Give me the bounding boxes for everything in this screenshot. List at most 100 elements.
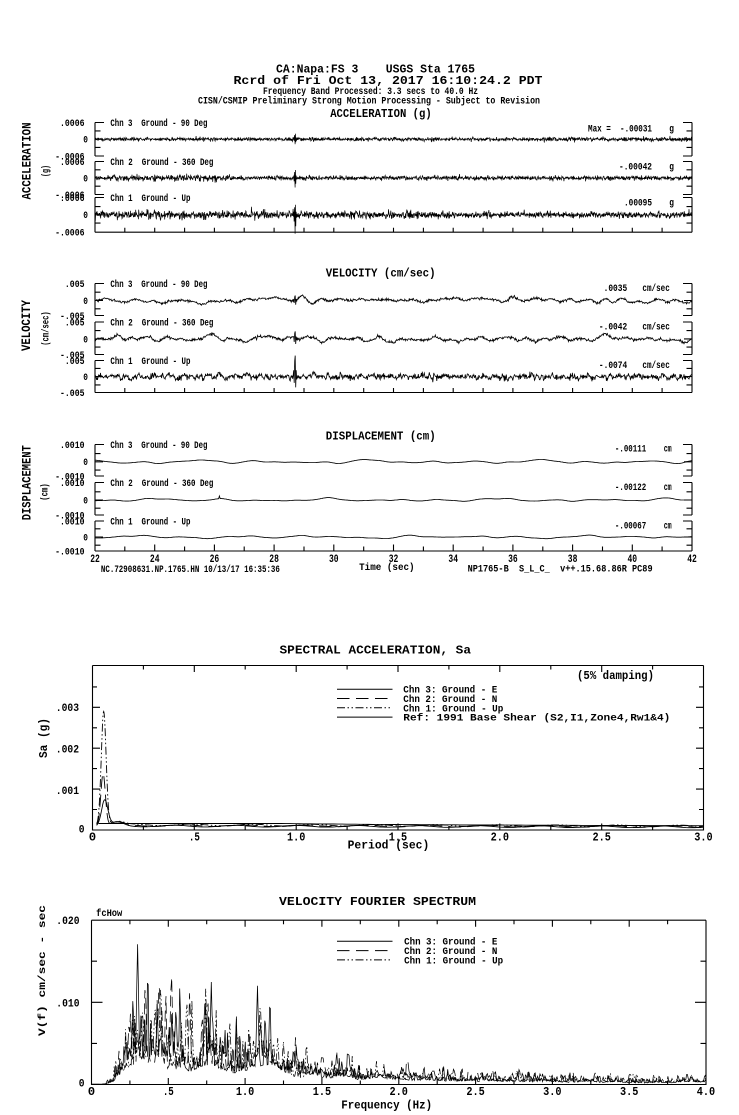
svg-text:.003: .003 [56, 703, 80, 715]
svg-text:Chn 2 Ground - 360 Deg: Chn 2 Ground - 360 Deg [110, 478, 213, 490]
svg-text:NC.72908631.NP.1765.HN 10/13/1: NC.72908631.NP.1765.HN 10/13/17 16:35:36 [101, 564, 280, 576]
svg-text:42: 42 [687, 554, 697, 566]
svg-text:-.0074: -.0074 [599, 361, 627, 372]
svg-text:-.00067: -.00067 [615, 521, 646, 532]
svg-text:Chn 2: Ground - N: Chn 2: Ground - N [404, 946, 497, 958]
svg-text:30: 30 [329, 554, 339, 566]
svg-text:NP1765-B S_L_C_ v++.15.68.86: NP1765-B S_L_C_ v++.15.68.86R PC89 [468, 565, 653, 576]
svg-text:Chn 1 Ground - Up: Chn 1 Ground - Up [110, 517, 190, 529]
svg-text:1.5: 1.5 [389, 830, 407, 844]
svg-text:.010: .010 [56, 999, 79, 1011]
svg-text:34: 34 [448, 554, 458, 566]
svg-text:Chn 2: Ground - N: Chn 2: Ground - N [403, 694, 497, 706]
svg-text:36: 36 [508, 554, 518, 566]
svg-text:VELOCITY: VELOCITY [19, 300, 34, 351]
svg-text:2.0: 2.0 [390, 1085, 408, 1099]
svg-text:0: 0 [83, 496, 88, 507]
svg-text:Chn 3: Ground - E: Chn 3: Ground - E [403, 685, 497, 697]
svg-text:.0010: .0010 [60, 517, 85, 528]
svg-text:24: 24 [150, 554, 160, 566]
svg-text:.00095: .00095 [624, 198, 652, 209]
svg-text:.002: .002 [56, 745, 79, 757]
svg-text:40: 40 [628, 554, 638, 566]
svg-text:ACCELERATION: ACCELERATION [20, 123, 35, 200]
svg-text:0: 0 [83, 533, 88, 544]
svg-text:(cm/sec): (cm/sec) [40, 311, 52, 346]
svg-text:1.0: 1.0 [236, 1085, 254, 1099]
svg-text:-.0010: -.0010 [55, 547, 84, 558]
svg-text:-.005: -.005 [60, 312, 85, 323]
svg-text:DISPLACEMENT (cm): DISPLACEMENT (cm) [326, 429, 436, 443]
svg-text:-.005: -.005 [60, 389, 85, 400]
svg-text:0: 0 [83, 136, 88, 147]
svg-text:V(f) cm/sec - sec: V(f) cm/sec - sec [37, 905, 49, 1036]
svg-text:.0006: .0006 [60, 194, 85, 205]
svg-text:0: 0 [83, 174, 88, 185]
svg-text:28: 28 [269, 554, 279, 566]
svg-text:Chn 3 Ground - 90 Deg: Chn 3 Ground - 90 Deg [110, 118, 207, 130]
svg-text:0: 0 [83, 373, 88, 384]
svg-text:2.5: 2.5 [592, 830, 610, 844]
svg-text:Chn 1: Ground - Up: Chn 1: Ground - Up [404, 955, 503, 967]
svg-text:-.0042: -.0042 [599, 322, 627, 333]
svg-text:3.0: 3.0 [543, 1085, 561, 1099]
svg-text:.005: .005 [65, 357, 85, 368]
svg-text:.0010: .0010 [60, 441, 85, 452]
svg-text:2.0: 2.0 [491, 830, 509, 844]
svg-text:Time (sec): Time (sec) [359, 562, 415, 574]
svg-text:0: 0 [89, 830, 96, 844]
svg-text:0: 0 [83, 297, 88, 308]
svg-text:38: 38 [568, 554, 578, 566]
svg-text:3.5: 3.5 [620, 1085, 638, 1099]
svg-text:.0035: .0035 [604, 284, 628, 295]
svg-text:(5% damping): (5% damping) [577, 669, 654, 683]
svg-text:Chn 3 Ground - 90 Deg: Chn 3 Ground - 90 Deg [110, 279, 207, 291]
svg-text:-.0006: -.0006 [55, 191, 84, 202]
svg-text:DISPLACEMENT: DISPLACEMENT [19, 445, 34, 520]
svg-text:CISN/CSMIP Preliminary Strong: CISN/CSMIP Preliminary Strong Motion Pro… [198, 95, 540, 107]
svg-text:0: 0 [83, 211, 88, 222]
svg-text:.0006: .0006 [60, 119, 85, 130]
svg-text:(cm): (cm) [40, 483, 52, 501]
svg-text:Chn 3: Ground - E: Chn 3: Ground - E [404, 937, 497, 949]
svg-text:.001: .001 [56, 786, 80, 798]
svg-text:.005: .005 [65, 280, 85, 291]
svg-text:1.5: 1.5 [313, 1085, 331, 1099]
svg-text:Sa (g): Sa (g) [37, 718, 51, 758]
svg-text:cm/sec: cm/sec [642, 360, 669, 372]
svg-text:Ref: 1991 Base Shear (S2,I1,Zo: Ref: 1991 Base Shear (S2,I1,Zone4,Rw1&4) [403, 713, 670, 725]
svg-text:Chn 1 Ground - Up: Chn 1 Ground - Up [110, 356, 190, 368]
svg-text:VELOCITY FOURIER SPECTRUM: VELOCITY FOURIER SPECTRUM [279, 895, 476, 909]
svg-text:-.00042: -.00042 [619, 162, 652, 173]
svg-text:-.00111: -.00111 [615, 444, 646, 455]
svg-text:-.0006: -.0006 [55, 229, 84, 240]
svg-text:0: 0 [83, 458, 88, 469]
svg-text:Frequency (Hz): Frequency (Hz) [341, 1098, 432, 1112]
svg-text:.0010: .0010 [60, 479, 85, 490]
svg-text:Period (sec): Period (sec) [348, 839, 430, 853]
svg-text:cm: cm [664, 444, 672, 455]
svg-text:-.0010: -.0010 [55, 472, 84, 483]
svg-text:22: 22 [90, 554, 100, 566]
svg-text:1.0: 1.0 [287, 830, 305, 844]
svg-text:fcHow: fcHow [96, 908, 122, 920]
svg-text:.0006: .0006 [60, 158, 85, 169]
svg-text:(g): (g) [41, 165, 53, 177]
svg-text:Chn 1: Ground - Up: Chn 1: Ground - Up [403, 703, 503, 715]
svg-text:cm/sec: cm/sec [642, 321, 669, 333]
svg-text:26: 26 [210, 554, 220, 566]
svg-text:Chn 3 Ground - 90 Deg: Chn 3 Ground - 90 Deg [110, 440, 207, 452]
svg-text:Max = -.00031: Max = -.00031 [588, 125, 652, 136]
svg-text:.5: .5 [163, 1085, 174, 1099]
svg-text:0: 0 [79, 825, 85, 837]
svg-text:.5: .5 [189, 830, 200, 844]
svg-text:Rcrd of Fri Oct 13, 2017 16:10: Rcrd of Fri Oct 13, 2017 16:10:24.2 PDT [234, 74, 543, 88]
svg-text:0: 0 [79, 1079, 85, 1091]
svg-text:ACCELERATION (g): ACCELERATION (g) [330, 107, 432, 121]
svg-text:.005: .005 [65, 318, 85, 329]
svg-text:Chn 2 Ground - 360 Deg: Chn 2 Ground - 360 Deg [110, 318, 213, 330]
svg-text:Frequency Band Processed: 3.3: Frequency Band Processed: 3.3 secs to 40… [263, 86, 478, 98]
svg-text:-.0010: -.0010 [55, 511, 84, 522]
svg-text:0: 0 [83, 335, 88, 346]
svg-text:cm: cm [664, 521, 672, 532]
